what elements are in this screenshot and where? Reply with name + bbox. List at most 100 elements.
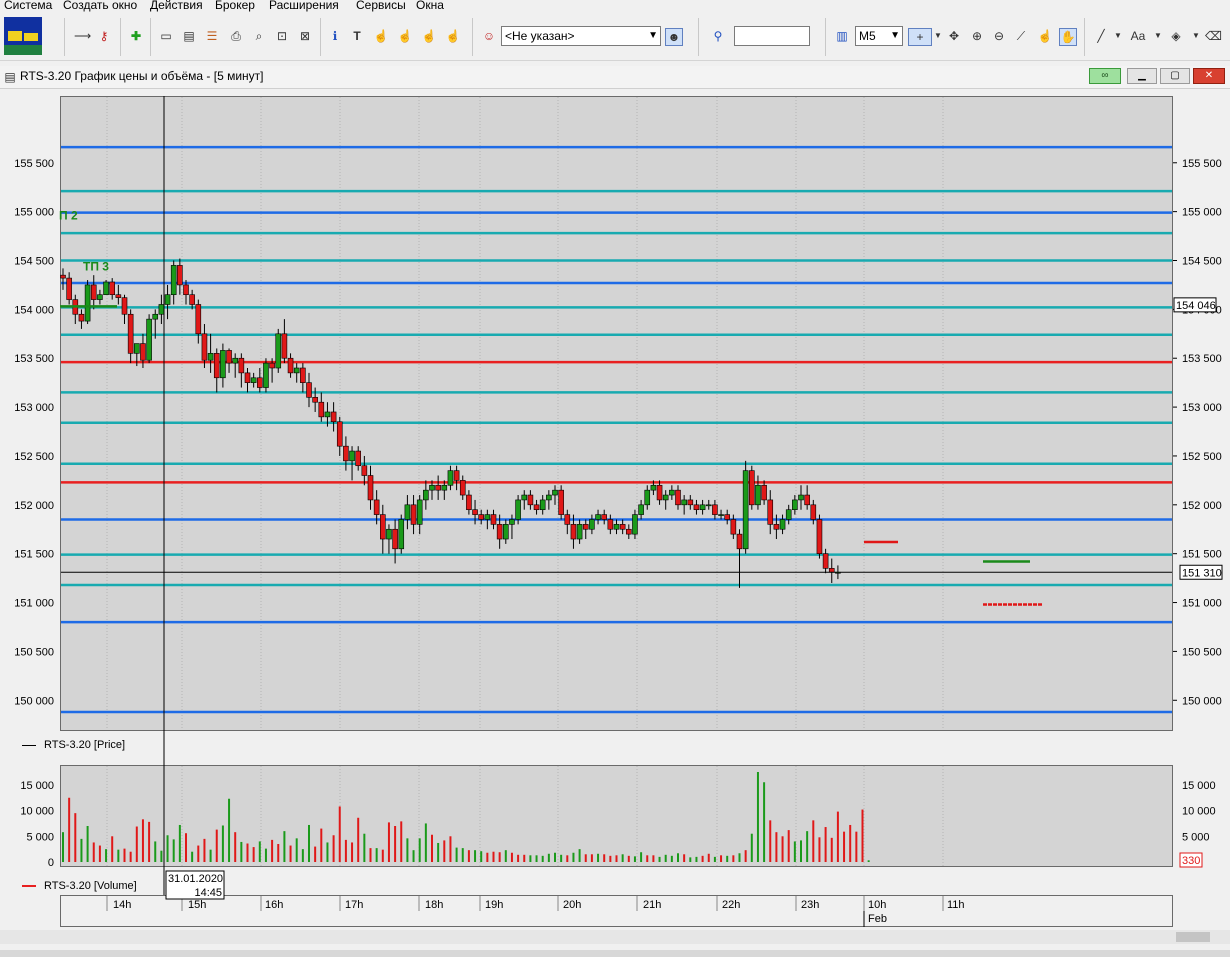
horizontal-scrollbar[interactable]: [0, 930, 1230, 944]
add-window-icon[interactable]: ✚: [130, 29, 142, 43]
zoom-in-icon[interactable]: ⊕: [971, 29, 983, 43]
info-icon[interactable]: ℹ: [332, 29, 338, 43]
price-legend-swatch: [22, 744, 36, 746]
search-icon[interactable]: ⚲: [713, 29, 723, 43]
price-tick-label-right: 155 500: [1182, 158, 1222, 170]
menu-windows[interactable]: Окна: [416, 0, 444, 12]
price-tick-label-right: 150 000: [1182, 695, 1222, 707]
account-select-value: <Не указан>: [505, 29, 575, 43]
hand-icon[interactable]: ☝: [445, 29, 461, 43]
toolbar-separator: [150, 18, 151, 56]
status-bar: [0, 950, 1230, 957]
font-tool-icon[interactable]: Aa: [1130, 29, 1146, 43]
price-tick-label-left: 155 500: [14, 158, 54, 170]
search-window-icon[interactable]: ⊡: [276, 29, 288, 43]
menu-extensions[interactable]: Расширения: [269, 0, 339, 12]
ruler-icon[interactable]: ⟋: [1016, 29, 1026, 43]
menu-services[interactable]: Сервисы: [356, 0, 406, 12]
user-search-icon[interactable]: ☻: [665, 28, 683, 46]
price-chart-pane[interactable]: [60, 96, 1173, 731]
volume-tick-label-left: 5 000: [26, 831, 54, 843]
timeframe-select[interactable]: M5 ▼: [855, 26, 903, 46]
line-tool-icon[interactable]: ╱: [1097, 29, 1105, 43]
scrollbar-thumb[interactable]: [1176, 932, 1210, 942]
list-window-icon[interactable]: ☰: [206, 29, 218, 43]
volume-legend-label: RTS-3.20 [Volume]: [44, 880, 137, 892]
volume-tick-label-left: 15 000: [20, 780, 54, 792]
volume-chart-pane[interactable]: [60, 765, 1173, 867]
key-icon[interactable]: ⚷: [99, 29, 109, 43]
price-tick-label-left: 150 000: [14, 695, 54, 707]
maximize-icon: ▢: [1170, 70, 1180, 81]
minimize-icon: ▁: [1138, 70, 1146, 81]
volume-tick-label-right: 0: [1182, 857, 1188, 869]
hand-icon[interactable]: ☝: [373, 29, 389, 43]
zoom-window-icon[interactable]: ⌕: [255, 29, 263, 43]
toolbar-separator: [472, 18, 473, 56]
menu-actions[interactable]: Действия: [150, 0, 203, 12]
volume-tick-label-right: 10 000: [1182, 806, 1216, 818]
toolbar-separator: [1084, 18, 1085, 56]
menu-system[interactable]: Система: [4, 0, 53, 12]
price-legend[interactable]: RTS-3.20 [Price]: [22, 739, 125, 751]
print-icon[interactable]: ⎙: [231, 29, 241, 43]
toolbar: ⟶ ⚷ ✚ ▭ ▤ ☰ ⎙ ⌕ ⊡ ⊠ ℹ T ☝ ☝ ☝ ☝ ☺ <Не ук…: [0, 14, 1230, 61]
price-tick-label-left: 150 500: [14, 646, 54, 658]
price-tick-label-right: 151 000: [1182, 598, 1222, 610]
price-tick-label-right: 153 000: [1182, 402, 1222, 414]
volume-legend[interactable]: RTS-3.20 [Volume]: [22, 880, 137, 892]
menu-broker[interactable]: Брокер: [215, 0, 255, 12]
volume-tick-label-left: 10 000: [20, 806, 54, 818]
text-tool-icon[interactable]: T: [353, 29, 361, 43]
volume-legend-swatch: [22, 885, 36, 888]
toolbar-separator: [825, 18, 826, 56]
account-select[interactable]: <Не указан> ▼: [501, 26, 661, 46]
crosshair-icon[interactable]: +: [908, 28, 932, 46]
window-title: RTS-3.20 График цены и объёма - [5 минут…: [20, 69, 264, 83]
user-icon[interactable]: ☺: [482, 29, 496, 43]
price-tick-label-right: 154 000: [1182, 304, 1222, 316]
grab-hand-icon[interactable]: ✋: [1059, 28, 1077, 46]
hand-icon[interactable]: ☝: [397, 29, 413, 43]
eraser-icon[interactable]: ⌫: [1205, 29, 1222, 43]
minimize-button[interactable]: ▁: [1127, 68, 1157, 84]
zoom-out-icon[interactable]: ⊖: [993, 29, 1005, 43]
pointer-hand-icon[interactable]: ☝: [1037, 29, 1053, 43]
volume-tick-label-right: 15 000: [1182, 780, 1216, 792]
chevron-down-icon[interactable]: ▼: [1192, 31, 1200, 40]
clear-window-icon[interactable]: ⊠: [299, 29, 311, 43]
toolbar-separator: [698, 18, 699, 56]
price-tick-label-left: 155 000: [14, 207, 54, 219]
price-tick-label-left: 153 000: [14, 402, 54, 414]
fill-icon[interactable]: ◈: [1171, 29, 1181, 43]
link-icon: ∞: [1101, 70, 1109, 81]
search-input[interactable]: [734, 26, 810, 46]
secondary-price-label: 154 046: [1176, 300, 1216, 312]
link-button[interactable]: ∞: [1089, 68, 1121, 84]
chevron-down-icon[interactable]: ▼: [1154, 31, 1162, 40]
volume-tick-label-left: 0: [48, 857, 54, 869]
price-tick-label-left: 151 500: [14, 549, 54, 561]
price-tick-label-right: 152 000: [1182, 500, 1222, 512]
chevron-down-icon[interactable]: ▼: [934, 31, 942, 40]
connect-icon[interactable]: ⟶: [74, 29, 92, 43]
maximize-button[interactable]: ▢: [1160, 68, 1190, 84]
price-tick-label-right: 154 500: [1182, 256, 1222, 268]
window-icon[interactable]: ▭: [160, 29, 172, 43]
chevron-down-icon: ▼: [890, 30, 900, 41]
hand-icon[interactable]: ☝: [421, 29, 437, 43]
volume-tick-label-right: 5 000: [1182, 831, 1210, 843]
chart-window-icon[interactable]: ▤: [183, 29, 195, 43]
close-button[interactable]: ✕: [1193, 68, 1225, 84]
current-volume-label: 330: [1182, 855, 1200, 867]
toolbar-separator: [120, 18, 121, 56]
close-icon: ✕: [1204, 70, 1214, 81]
menu-create-window[interactable]: Создать окно: [63, 0, 138, 12]
price-tick-label-left: 152 000: [14, 500, 54, 512]
chevron-down-icon[interactable]: ▼: [1114, 31, 1122, 40]
bars-icon[interactable]: ▥: [836, 29, 848, 43]
current-price-label: 151 310: [1182, 567, 1222, 579]
crosshair-date-label: 31.01.2020: [168, 873, 223, 885]
price-tick-label-left: 154 500: [14, 256, 54, 268]
move-icon[interactable]: ✥: [948, 29, 960, 43]
